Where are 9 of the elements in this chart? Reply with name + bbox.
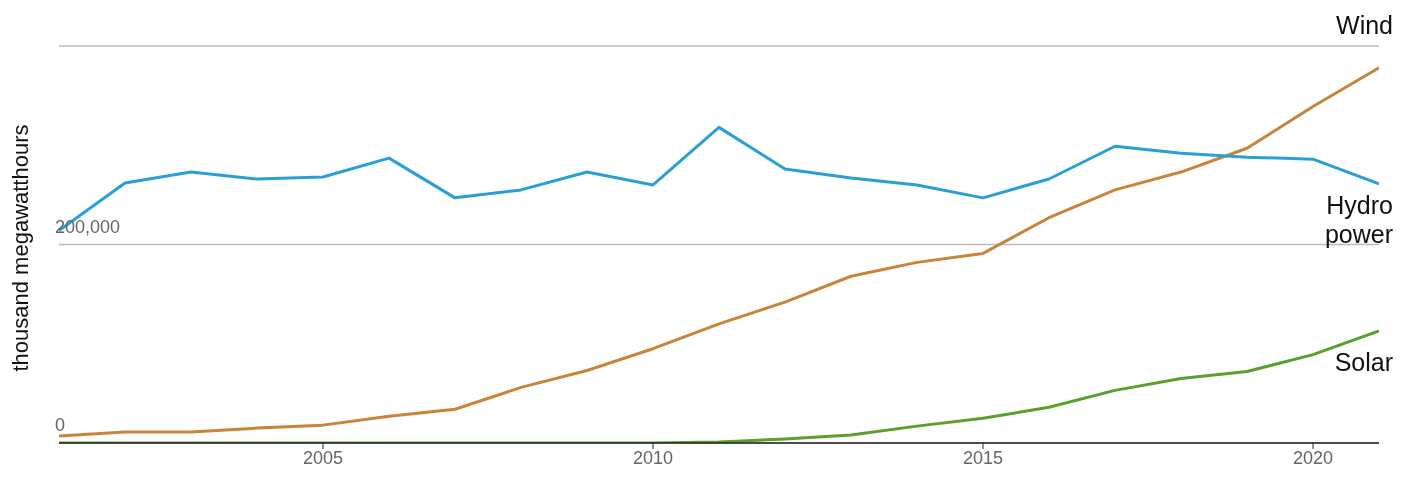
x-tick-label: 2005 <box>302 447 344 468</box>
series-label: Solar <box>1334 347 1393 376</box>
y-axis-title: thousand megawatthours <box>8 124 34 372</box>
y-tick-label: 0 <box>55 415 66 435</box>
x-tick-label: 2015 <box>962 447 1004 468</box>
x-tick-label: 2010 <box>632 447 674 468</box>
series-label: Wind <box>1336 10 1393 39</box>
series-label: Hydro power <box>1324 190 1393 248</box>
x-tick-label: 2020 <box>1292 447 1334 468</box>
